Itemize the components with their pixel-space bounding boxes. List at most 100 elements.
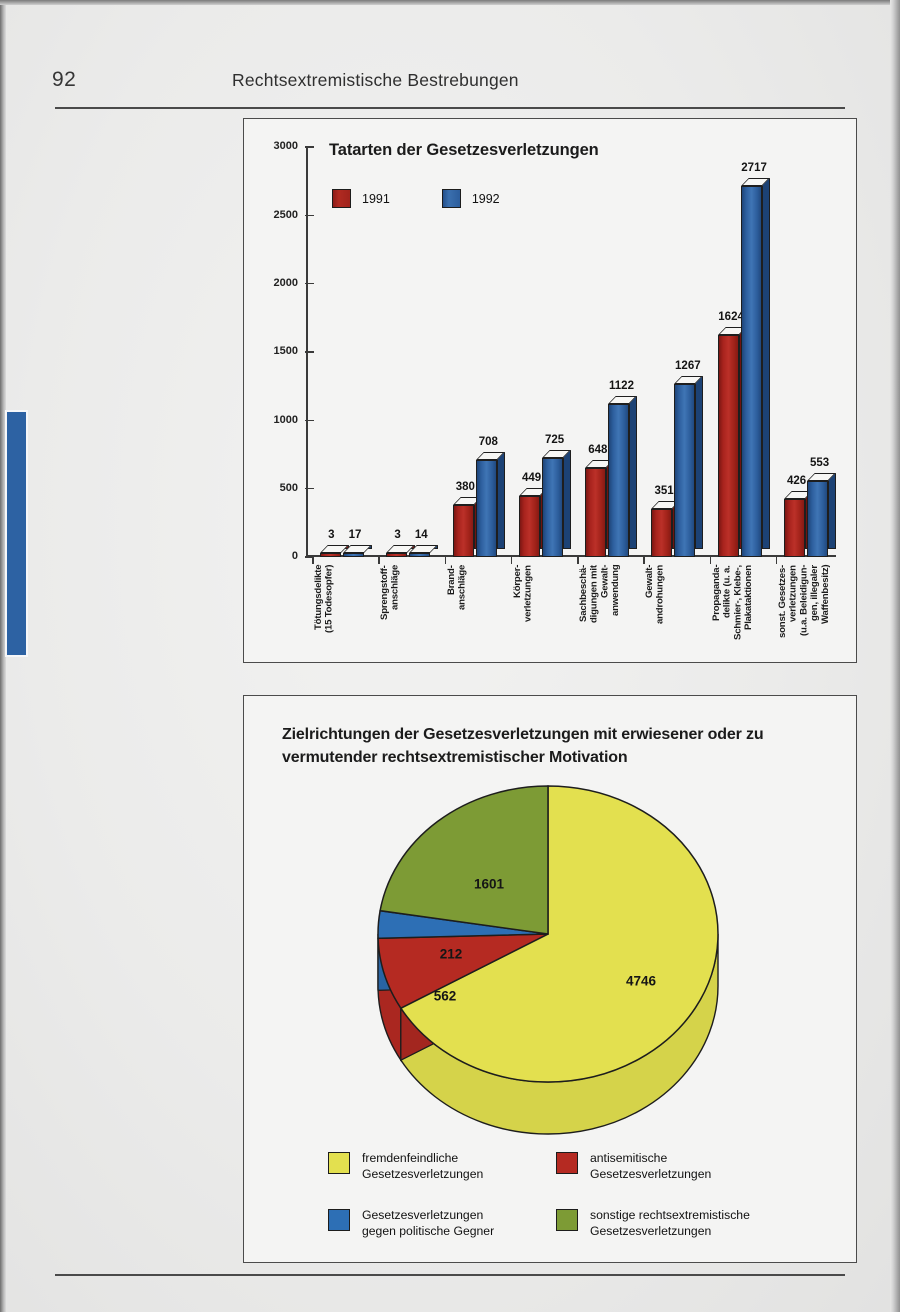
bar-value-label: 1122 — [609, 379, 634, 392]
legend-swatch-1991 — [332, 189, 351, 208]
bar-front-face — [386, 553, 408, 557]
x-axis-tick — [577, 557, 579, 564]
bar-group: 3 17 Tötungsdelikte (15 Todesopfer) — [306, 147, 372, 633]
scan-edge-right — [890, 0, 900, 1312]
x-axis-tick — [775, 557, 778, 564]
y-axis-tick-label: 3000 — [273, 140, 298, 153]
x-axis — [306, 555, 836, 557]
pie-legend-item: sonstige rechtsextremistische Gesetzesve… — [556, 1208, 784, 1239]
pie-slice-3 — [379, 785, 549, 935]
bar-group: 351 1267 Gewalt- androhungen — [637, 147, 704, 624]
bar-1991: 3 — [386, 529, 416, 557]
x-axis-category-label: Sprengstoff- anschläge — [379, 565, 401, 620]
y-axis-tick-label: 1000 — [273, 413, 298, 426]
bar-value-label: 380 — [455, 481, 475, 494]
bar-value-label: 14 — [414, 529, 428, 541]
bar-value-label: 17 — [348, 529, 362, 541]
pie-legend-item: Gesetzesverletzungen gegen politische Ge… — [328, 1208, 556, 1239]
y-axis-tick-label: 2000 — [273, 276, 298, 289]
x-axis-category-label: Brand- anschläge — [445, 565, 468, 611]
x-axis-tick — [378, 557, 380, 564]
bar-1992: 17 — [343, 529, 372, 557]
bar-value-label: 351 — [654, 485, 674, 498]
y-axis-tick: 2500 — [274, 209, 314, 221]
x-axis-category-label: sonst. Gesetzes- verletzungen (u.a. Bele… — [776, 565, 831, 639]
pie-legend-swatch — [556, 1209, 578, 1232]
bar-front-face — [806, 481, 828, 557]
bar-front-face — [518, 495, 540, 557]
y-axis-tick: 2000 — [274, 277, 314, 289]
x-axis-tick — [510, 557, 513, 564]
pie-chart-graphic: 4746 562 212 1601 — [348, 784, 748, 1144]
bar-value-label: 708 — [478, 436, 498, 449]
y-axis-tick: 500 — [280, 482, 314, 494]
bar-1992: 14 — [409, 529, 439, 557]
pie-chart-title: Zielrichtungen der Gesetzesverletzungen … — [282, 726, 764, 766]
pie-slice-0 — [399, 785, 719, 1083]
bar-front-face — [651, 509, 673, 557]
bar-value-label: 553 — [809, 457, 830, 470]
bar-front-face — [475, 460, 497, 557]
margin-highlight-marker — [7, 412, 26, 655]
bar-side-face — [629, 395, 637, 549]
bar-series-container: 3 17 Tötungsdelikte (15 Todesopfer) 3 14 Spre… — [306, 147, 836, 640]
legend-label-1991: 1991 — [362, 191, 390, 206]
bar-side-face — [562, 449, 571, 549]
legend-item-1991: 1991 — [332, 189, 390, 208]
x-axis-category-label: Sachbeschä- digungen mit Gewalt- anwendu… — [578, 565, 622, 623]
bar-value-label: 648 — [588, 444, 608, 457]
bar-1992: 1122 — [608, 380, 637, 557]
bar-1991: 449 — [518, 472, 548, 557]
bar-group: 449 725 Körper- verletzungen — [505, 147, 571, 622]
bar-1991: 3 — [320, 529, 349, 557]
x-axis-tick — [709, 557, 711, 564]
bar-front-face — [740, 185, 762, 557]
pie-value-label-2: 212 — [439, 946, 463, 962]
y-axis-tick: 1000 — [274, 414, 314, 426]
x-axis-tick — [643, 557, 645, 564]
scan-edge-top — [0, 0, 900, 5]
y-axis-tick: 1500 — [274, 345, 314, 357]
footer-rule — [55, 1274, 845, 1276]
y-axis-tick-label: 500 — [279, 481, 298, 494]
x-axis-category-label: Körper- verletzungen — [511, 565, 534, 622]
bar-1991: 351 — [651, 485, 681, 557]
bar-group: 426 553 sonst. Gesetzes- verletzungen (u.a… — [770, 147, 836, 638]
x-axis-tick — [312, 557, 314, 564]
bar-value-label: 1267 — [675, 359, 701, 372]
x-axis-category-label: Tötungsdelikte (15 Todesopfer) — [313, 565, 335, 634]
bar-1992: 725 — [541, 434, 571, 557]
x-axis-tick — [444, 557, 446, 564]
pie-chart-legend: fremdenfeindliche Gesetzesverletzungen an… — [328, 1151, 783, 1239]
bar-front-face — [585, 468, 606, 557]
y-axis-tick: 3000 — [274, 140, 314, 152]
bar-group: 648 1122 Sachbeschä- digungen mit Gewalt- … — [571, 147, 637, 623]
legend-item-1992: 1992 — [441, 189, 500, 208]
bar-value-label: 1624 — [718, 311, 744, 324]
bar-front-face — [343, 553, 364, 557]
pie-legend-swatch — [328, 1152, 350, 1174]
bar-value-label: 725 — [544, 433, 565, 446]
bar-group: 1624 2717 Propaganda- delikte (u. a. Schmi… — [704, 147, 770, 640]
bar-side-face — [761, 177, 770, 549]
x-axis-category-label: Propaganda- delikte (u. a. Schmier-, Kle… — [710, 565, 754, 640]
legend-swatch-1992 — [441, 189, 461, 208]
bar-side-face — [695, 375, 704, 549]
scan-edge-left — [0, 0, 6, 1312]
x-axis-category-label: Gewalt- androhungen — [644, 565, 666, 625]
y-axis-tick-label: 0 — [291, 550, 298, 563]
pie-value-label-3: 1601 — [473, 876, 505, 892]
pie-legend-item: antisemitische Gesetzesverletzungen — [556, 1151, 784, 1182]
bar-1991: 426 — [783, 475, 813, 557]
running-head: Rechtsextremistische Bestrebungen — [232, 70, 519, 90]
pie-legend-label: sonstige rechtsextremistische Gesetzesve… — [590, 1208, 750, 1238]
y-axis-tick-label: 2500 — [273, 208, 298, 221]
bar-front-face — [320, 553, 341, 557]
bar-1991: 648 — [585, 444, 614, 557]
bar-value-label: 3 — [394, 529, 401, 541]
pie-value-label-1: 562 — [433, 988, 457, 1004]
pie-chart-figure: Zielrichtungen der Gesetzesverletzungen … — [243, 695, 857, 1263]
bar-value-label: 426 — [786, 474, 807, 487]
bar-front-face — [783, 498, 805, 557]
